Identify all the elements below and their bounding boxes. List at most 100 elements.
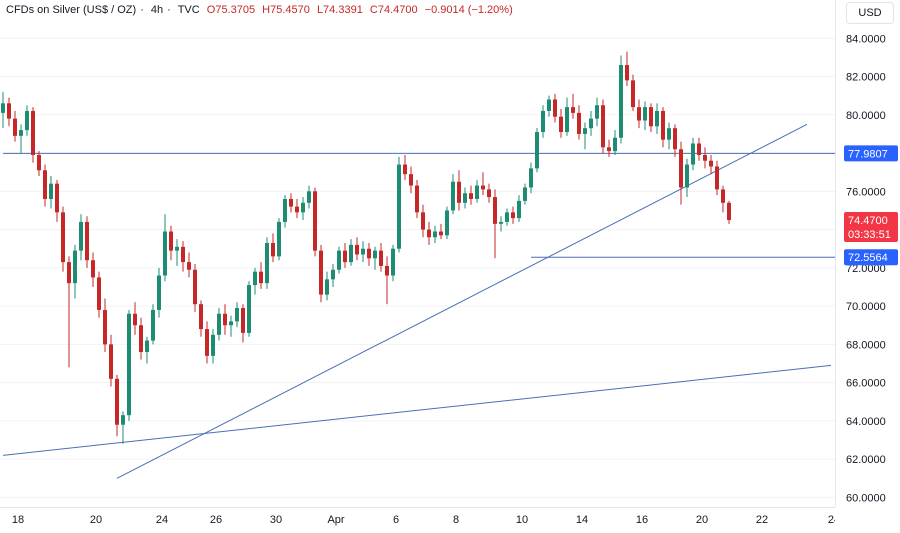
candle-up (391, 248, 395, 276)
candle-down (187, 262, 191, 270)
candle-down (67, 262, 71, 284)
candle-up (19, 130, 23, 136)
candle-up (451, 181, 455, 211)
candle-down (43, 170, 47, 199)
candle-down (169, 231, 173, 251)
candle-down (649, 107, 653, 127)
candle-down (91, 260, 95, 278)
candle-up (157, 275, 161, 310)
time-tick-label: 6 (393, 514, 399, 526)
time-tick-label: 10 (516, 514, 528, 526)
candle-up (283, 198, 287, 222)
candle-up (25, 110, 29, 131)
candle-down (403, 164, 407, 175)
chart-legend-header: CFDs on Silver (US$ / OZ) · 4h · TVC O75.3… (6, 4, 517, 20)
candle-up (337, 250, 341, 270)
price-tick-label: 70.0000 (846, 301, 886, 313)
time-tick-label: 30 (270, 514, 282, 526)
candle-up (217, 313, 221, 335)
candle-up (583, 128, 587, 134)
chart-plot-area[interactable] (0, 0, 835, 507)
candle-up (433, 231, 437, 238)
time-tick-label: 24 (156, 514, 168, 526)
price-tick-label: 62.0000 (846, 454, 886, 466)
candle-up (463, 193, 467, 203)
candle-up (505, 212, 509, 222)
candle-up (151, 309, 155, 341)
candle-down (37, 154, 41, 171)
candle-up (349, 244, 353, 263)
ohlc-open: O75.3705 (206, 4, 256, 16)
candle-up (127, 313, 131, 416)
candle-down (697, 143, 701, 155)
candle-down (199, 304, 203, 330)
price-axis-svg: 84.000082.000080.000078.000076.000074.00… (844, 33, 898, 504)
price-tick-label: 60.0000 (846, 492, 886, 504)
candle-down (205, 329, 209, 356)
candle-up (685, 164, 689, 188)
candle-up (445, 210, 449, 236)
candle-up (175, 246, 179, 251)
candle-down (511, 212, 515, 219)
candle-down (727, 202, 731, 221)
candle-down (133, 313, 137, 326)
candle-down (193, 269, 197, 305)
candle-up (523, 187, 527, 201)
candle-down (715, 166, 719, 190)
candle-down (97, 277, 101, 310)
trendline (2, 364, 832, 456)
candle-down (577, 112, 581, 134)
candle-up (529, 168, 533, 188)
candle-up (475, 185, 479, 199)
time-tick-label: 14 (576, 514, 588, 526)
trendline (116, 123, 808, 479)
candle-down (457, 181, 461, 203)
countdown-label: 03:33:51 (848, 229, 891, 241)
candle-up (229, 321, 233, 326)
candle-up (163, 231, 167, 276)
candle-down (13, 118, 17, 136)
separator: · (140, 4, 144, 16)
price-tick-label: 66.0000 (846, 378, 886, 390)
candle-down (31, 110, 35, 155)
symbol-name[interactable]: CFDs on Silver (US$ / OZ) (6, 4, 137, 16)
price-axis[interactable]: 84.000082.000080.000078.000076.000074.00… (835, 0, 900, 507)
candle-up (253, 271, 257, 286)
time-axis[interactable]: 18 20 24 26 30 Apr 6 8 10 14 16 20 22 24 (0, 507, 840, 528)
candle-up (619, 65, 623, 138)
candle-down (103, 309, 107, 345)
ohlc-low: L74.3391 (316, 4, 363, 16)
candle-up (589, 118, 593, 129)
interval-label[interactable]: 4h (150, 4, 164, 16)
time-tick-label: 24 (828, 514, 835, 526)
time-tick-label: 26 (210, 514, 222, 526)
candle-down (493, 197, 497, 224)
candle-down (343, 250, 347, 263)
last-price-label-bg (844, 212, 898, 243)
candle-up (265, 242, 269, 284)
candle-up (121, 415, 125, 425)
candle-down (115, 378, 119, 425)
candle-up (541, 110, 545, 133)
level-price-label: 77.9807 (848, 148, 888, 160)
price-change: −0.9014 (−1.20%) (424, 4, 513, 16)
candle-up (145, 340, 149, 353)
candle-down (223, 313, 227, 326)
candle-up (397, 164, 401, 249)
candlestick-chart[interactable] (0, 0, 835, 507)
candle-down (385, 265, 389, 276)
candle-down (295, 206, 299, 213)
candle-down (553, 99, 557, 117)
time-tick-label: Apr (327, 514, 344, 526)
time-tick-label: 18 (12, 514, 24, 526)
currency-button[interactable]: USD (846, 2, 894, 24)
candle-up (517, 200, 521, 219)
candle-up (361, 248, 365, 255)
time-tick-label: 20 (696, 514, 708, 526)
candle-down (355, 244, 359, 255)
candle-down (289, 198, 293, 207)
time-tick-label: 16 (636, 514, 648, 526)
candle-down (319, 250, 323, 295)
candle-down (313, 191, 317, 251)
price-tick-label: 82.0000 (846, 72, 886, 84)
